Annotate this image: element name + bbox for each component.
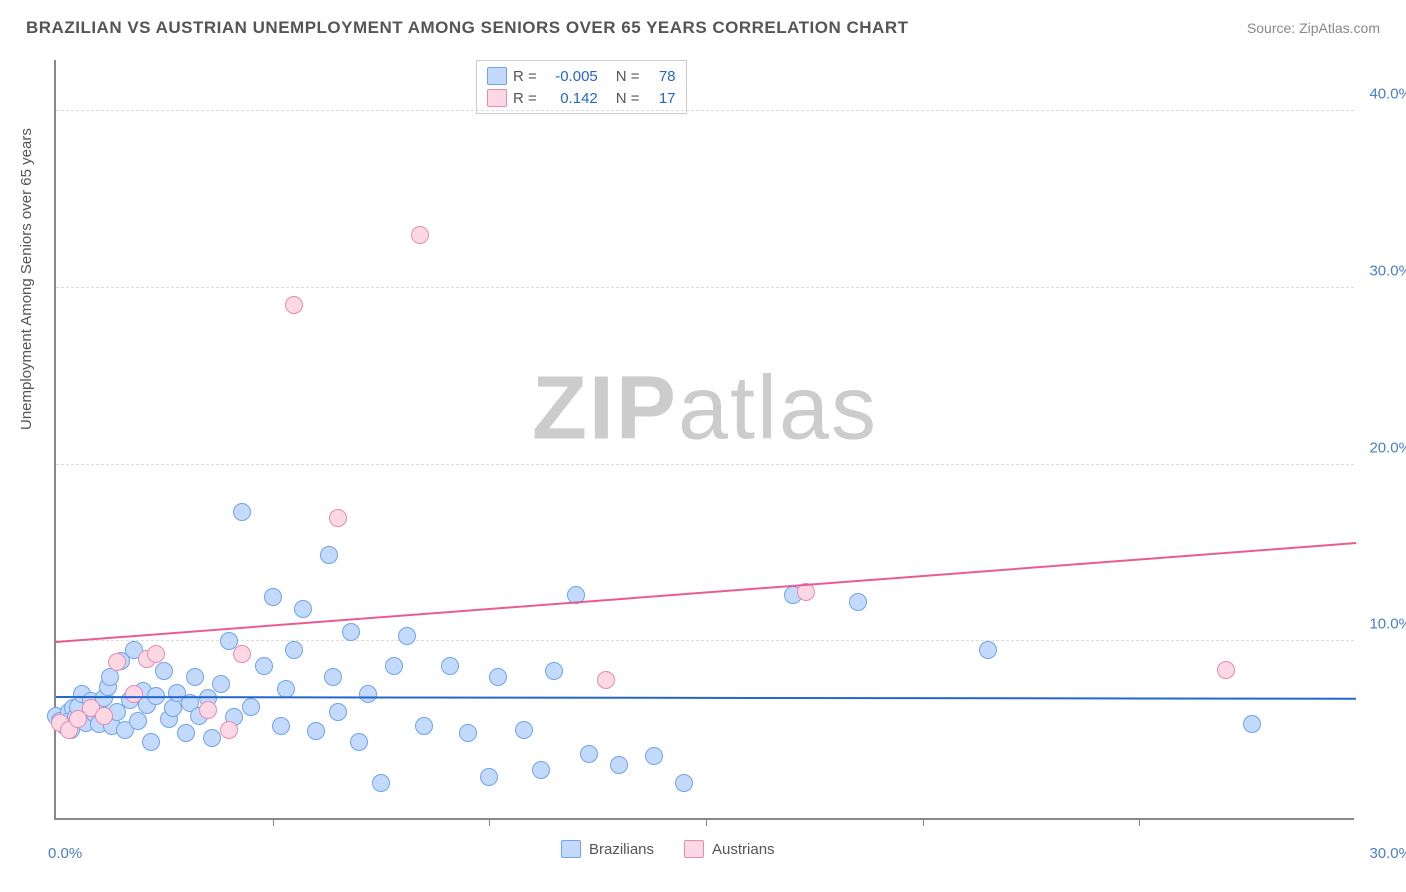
data-point-brazilians (580, 745, 598, 763)
data-point-austrians (147, 645, 165, 663)
data-point-brazilians (675, 774, 693, 792)
y-axis-label: Unemployment Among Seniors over 65 years (18, 128, 35, 430)
legend-swatch (487, 89, 507, 107)
x-tick (1139, 818, 1140, 826)
data-point-brazilians (164, 699, 182, 717)
n-label: N = (616, 90, 640, 107)
watermark: ZIPatlas (532, 357, 878, 460)
legend-swatch (684, 840, 704, 858)
data-point-brazilians (398, 627, 416, 645)
data-point-austrians (95, 707, 113, 725)
gridline-h (56, 640, 1354, 641)
series-legend-label: Brazilians (589, 841, 654, 858)
r-value: 0.142 (543, 90, 598, 107)
data-point-brazilians (155, 662, 173, 680)
data-point-brazilians (329, 703, 347, 721)
x-tick (489, 818, 490, 826)
data-point-brazilians (324, 668, 342, 686)
data-point-brazilians (342, 623, 360, 641)
data-point-brazilians (177, 724, 195, 742)
watermark-light: atlas (678, 358, 878, 458)
r-value: -0.005 (543, 68, 598, 85)
data-point-brazilians (359, 685, 377, 703)
x-tick (923, 818, 924, 826)
y-tick-label: 30.0% (1369, 262, 1406, 279)
data-point-brazilians (186, 668, 204, 686)
legend-row-brazilians: R = -0.005 N = 78 (487, 65, 676, 87)
data-point-brazilians (285, 641, 303, 659)
chart-title: BRAZILIAN VS AUSTRIAN UNEMPLOYMENT AMONG… (26, 18, 909, 38)
data-point-brazilians (212, 675, 230, 693)
data-point-austrians (285, 296, 303, 314)
data-point-brazilians (264, 588, 282, 606)
x-tick (273, 818, 274, 826)
data-point-brazilians (415, 717, 433, 735)
data-point-brazilians (129, 712, 147, 730)
gridline-h (56, 287, 1354, 288)
series-legend: Brazilians Austrians (561, 840, 775, 858)
y-tick-label: 40.0% (1369, 86, 1406, 103)
data-point-brazilians (242, 698, 260, 716)
data-point-brazilians (307, 722, 325, 740)
data-point-brazilians (645, 747, 663, 765)
n-value: 17 (646, 90, 676, 107)
data-point-brazilians (294, 600, 312, 618)
series-legend-item-brazilians: Brazilians (561, 840, 654, 858)
data-point-austrians (125, 685, 143, 703)
correlation-legend: R = -0.005 N = 78 R = 0.142 N = 17 (476, 60, 687, 114)
data-point-austrians (597, 671, 615, 689)
data-point-brazilians (203, 729, 221, 747)
x-axis-max-label: 30.0% (1369, 845, 1406, 862)
data-point-austrians (108, 653, 126, 671)
r-label: R = (513, 90, 537, 107)
data-point-austrians (220, 721, 238, 739)
data-point-brazilians (545, 662, 563, 680)
series-legend-label: Austrians (712, 841, 775, 858)
series-legend-item-austrians: Austrians (684, 840, 775, 858)
data-point-austrians (329, 509, 347, 527)
data-point-brazilians (233, 503, 251, 521)
data-point-brazilians (441, 657, 459, 675)
n-value: 78 (646, 68, 676, 85)
gridline-h (56, 464, 1354, 465)
data-point-brazilians (350, 733, 368, 751)
chart-source: Source: ZipAtlas.com (1247, 20, 1380, 36)
r-label: R = (513, 68, 537, 85)
data-point-austrians (411, 226, 429, 244)
data-point-brazilians (255, 657, 273, 675)
scatter-chart: ZIPatlas R =-0.005N =78R =0.142N =17 Bra… (54, 60, 1354, 820)
data-point-brazilians (480, 768, 498, 786)
watermark-bold: ZIP (532, 358, 678, 458)
x-tick (706, 818, 707, 826)
data-point-brazilians (849, 593, 867, 611)
data-point-brazilians (320, 546, 338, 564)
legend-swatch (561, 840, 581, 858)
data-point-brazilians (1243, 715, 1261, 733)
gridline-h (56, 110, 1354, 111)
y-tick-label: 20.0% (1369, 439, 1406, 456)
data-point-brazilians (515, 721, 533, 739)
data-point-brazilians (459, 724, 477, 742)
data-point-brazilians (385, 657, 403, 675)
data-point-brazilians (142, 733, 160, 751)
legend-row-austrians: R = 0.142 N = 17 (487, 87, 676, 109)
chart-header: BRAZILIAN VS AUSTRIAN UNEMPLOYMENT AMONG… (0, 0, 1406, 46)
data-point-brazilians (277, 680, 295, 698)
data-point-austrians (199, 701, 217, 719)
trendline-austrians (56, 543, 1356, 644)
legend-swatch (487, 67, 507, 85)
y-tick-label: 10.0% (1369, 616, 1406, 633)
n-label: N = (616, 68, 640, 85)
data-point-brazilians (610, 756, 628, 774)
data-point-brazilians (489, 668, 507, 686)
data-point-austrians (1217, 661, 1235, 679)
data-point-brazilians (272, 717, 290, 735)
data-point-brazilians (372, 774, 390, 792)
data-point-austrians (233, 645, 251, 663)
data-point-brazilians (532, 761, 550, 779)
data-point-brazilians (979, 641, 997, 659)
x-axis-min-label: 0.0% (48, 845, 82, 862)
